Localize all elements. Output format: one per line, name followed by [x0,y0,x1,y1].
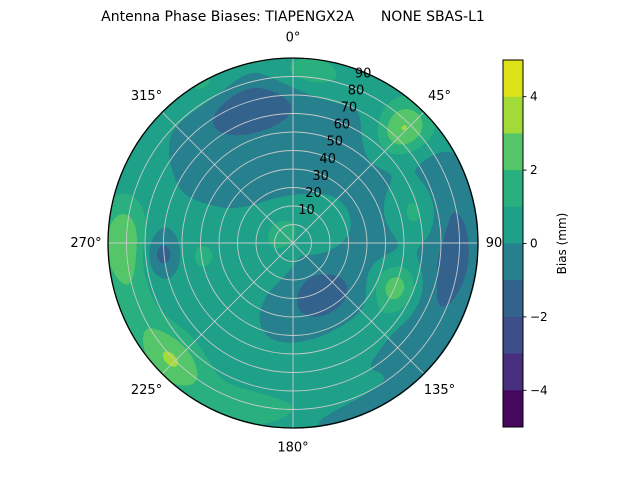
colorbar-ticks [523,96,527,391]
chart-title: Antenna Phase Biases: TIAPENGX2A NONE SB… [101,9,485,25]
radial-tick-label-90: 90 [355,66,372,81]
colorbar-segment [503,170,523,208]
colorbar-segment [503,316,523,355]
radial-tick-label-40: 40 [319,152,336,167]
radial-tick-label-50: 50 [327,135,344,150]
colorbar-tick-label--4: −4 [530,383,548,397]
polar-grid [108,58,478,428]
radial-tick-label-60: 60 [334,118,351,133]
radial-tick-label-20: 20 [305,186,322,201]
angular-grid-spoke [161,242,294,375]
colorbar-segment [503,96,523,134]
colorbar-segment [503,353,523,391]
colorbar-segment [503,60,523,98]
colorbar-tick-label-4: 4 [530,90,538,104]
colorbar-segment [503,243,523,281]
angular-tick-label-315: 315° [131,89,162,104]
angular-grid-spoke [292,111,425,244]
angular-tick-label-225: 225° [131,383,162,398]
colorbar-axis-label: Bias (mm) [555,213,569,275]
angular-tick-label-90: 90 [486,236,503,251]
radial-tick-label-70: 70 [341,101,358,116]
angular-tick-label-270: 270° [70,236,101,251]
radial-tick-label-10: 10 [298,203,315,218]
colorbar-segments [503,60,523,428]
polar-outline [107,57,479,429]
colorbar-tick-label-2: 2 [530,163,538,177]
angular-tick-label-0: 0° [286,31,301,46]
radial-tick-label-80: 80 [348,83,365,98]
colorbar-segment [503,390,523,428]
colorbar-tick-label--2: −2 [530,310,548,324]
colorbar-tick-label-0: 0 [530,237,538,251]
colorbar-segment [503,280,523,318]
angular-tick-label-180: 180° [277,441,308,456]
angular-grid-spoke [292,242,425,375]
radial-tick-label-30: 30 [312,169,329,184]
angular-grid-spoke [161,111,294,244]
angular-tick-label-45: 45° [428,89,451,104]
colorbar-segment [503,133,523,171]
angular-tick-label-135: 135° [424,383,455,398]
colorbar-segment [503,206,523,244]
